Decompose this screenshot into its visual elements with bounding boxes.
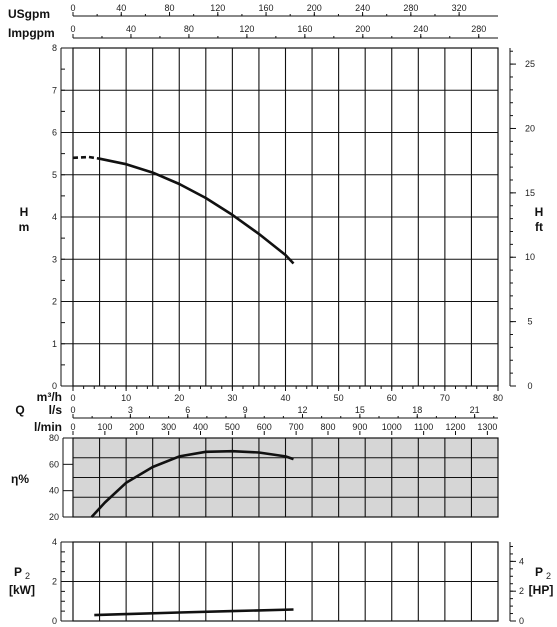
q-label: Q [15, 403, 24, 417]
head-tick-label: 7 [52, 85, 57, 95]
head-tick-label: 0 [52, 381, 57, 391]
power-right-label-1: P [535, 565, 543, 579]
ls-tick-label: 18 [412, 405, 422, 415]
ls-label: l/s [49, 403, 63, 417]
power-left-label-1: P [14, 565, 22, 579]
head-tick-label: 8 [52, 43, 57, 53]
head-tick-label: 2 [52, 297, 57, 307]
power-right-sub: 2 [546, 571, 551, 581]
power-tick-label: 0 [52, 616, 57, 626]
ls-tick-label: 12 [297, 405, 307, 415]
head-right-label-2: ft [535, 220, 543, 234]
head-grid [72, 47, 499, 387]
ls-tick-label: 3 [128, 405, 133, 415]
usgpm-tick-label: 120 [210, 3, 225, 13]
head-tick-label: 6 [52, 128, 57, 138]
head-ft-tick-label: 10 [525, 252, 535, 262]
usgpm-label: USgpm [8, 7, 50, 21]
power-tick-label: 4 [52, 537, 57, 547]
head-ft-tick-label: 0 [527, 381, 532, 391]
eff-tick-label: 40 [49, 486, 59, 496]
head-left-label-1: H [20, 205, 29, 219]
usgpm-tick-label: 80 [165, 3, 175, 13]
lmin-tick-label: 1100 [414, 422, 433, 432]
m3h-tick-label: 30 [227, 393, 237, 403]
impgpm-tick-label: 80 [184, 24, 194, 34]
m3h-tick-label: 40 [280, 393, 290, 403]
usgpm-tick-label: 200 [307, 3, 322, 13]
usgpm-tick-label: 280 [403, 3, 418, 13]
usgpm-tick-label: 160 [259, 3, 274, 13]
ls-tick-label: 15 [355, 405, 365, 415]
head-ft-tick-label: 5 [527, 317, 532, 327]
m3h-tick-label: 70 [440, 393, 450, 403]
power-hp-tick-label: 0 [519, 616, 524, 626]
power-tick-label: 2 [52, 577, 57, 587]
lmin-tick-label: 100 [97, 422, 112, 432]
impgpm-tick-label: 200 [355, 24, 370, 34]
head-tick-label: 5 [52, 170, 57, 180]
impgpm-label: Impgpm [8, 26, 55, 40]
head-ft-tick-label: 25 [525, 59, 535, 69]
head-ft-tick-label: 20 [525, 123, 535, 133]
usgpm-tick-label: 40 [116, 3, 126, 13]
eff-label: η% [11, 472, 29, 486]
power-curve [94, 608, 294, 617]
head-left-label-2: m [19, 220, 30, 234]
power-left-label-2: [kW] [9, 583, 35, 597]
ls-tick-label: 6 [185, 405, 190, 415]
power-hp-tick-label: 4 [519, 556, 524, 566]
head-curve-dashed [72, 155, 100, 160]
m3h-tick-label: 20 [174, 393, 184, 403]
lmin-label: l/min [34, 420, 62, 434]
lmin-tick-label: 400 [193, 422, 208, 432]
efficiency-grid [72, 437, 499, 518]
lmin-tick-label: 1200 [445, 422, 465, 432]
m3h-tick-label: 80 [493, 393, 503, 403]
m3h-tick-label: 50 [334, 393, 344, 403]
lmin-tick-label: 300 [161, 422, 176, 432]
eff-tick-label: 80 [49, 433, 59, 443]
power-left-sub: 2 [25, 571, 30, 581]
ls-tick-label: 21 [470, 405, 480, 415]
impgpm-tick-label: 120 [239, 24, 254, 34]
m3h-tick-label: 0 [70, 393, 75, 403]
head-right-label-1: H [535, 205, 544, 219]
lmin-tick-label: 900 [352, 422, 367, 432]
impgpm-tick-label: 240 [413, 24, 428, 34]
lmin-tick-label: 0 [70, 422, 75, 432]
lmin-tick-label: 800 [320, 422, 335, 432]
lmin-tick-label: 1300 [477, 422, 497, 432]
ls-tick-label: 9 [243, 405, 248, 415]
head-tick-label: 4 [52, 212, 57, 222]
head-tick-label: 3 [52, 254, 57, 264]
usgpm-tick-label: 240 [355, 3, 370, 13]
impgpm-tick-label: 40 [126, 24, 136, 34]
head-curve [99, 157, 295, 265]
efficiency-curve [90, 449, 294, 518]
head-ft-tick-label: 15 [525, 188, 535, 198]
lmin-tick-label: 1000 [382, 422, 402, 432]
lmin-tick-label: 200 [129, 422, 144, 432]
lmin-tick-label: 600 [257, 422, 272, 432]
usgpm-tick-label: 320 [452, 3, 467, 13]
m3h-tick-label: 10 [121, 393, 131, 403]
impgpm-tick-label: 280 [471, 24, 486, 34]
usgpm-tick-label: 0 [70, 3, 75, 13]
eff-tick-label: 60 [49, 459, 59, 469]
power-right-label-2: [HP] [529, 583, 554, 597]
impgpm-tick-label: 160 [297, 24, 312, 34]
ls-tick-label: 0 [70, 405, 75, 415]
lmin-tick-label: 700 [289, 422, 304, 432]
power-hp-tick-label: 2 [519, 586, 524, 596]
eff-tick-label: 20 [49, 512, 59, 522]
head-tick-label: 1 [52, 339, 57, 349]
m3h-tick-label: 60 [387, 393, 397, 403]
impgpm-tick-label: 0 [70, 24, 75, 34]
m3h-label: m³/h [37, 390, 62, 404]
lmin-tick-label: 500 [225, 422, 240, 432]
